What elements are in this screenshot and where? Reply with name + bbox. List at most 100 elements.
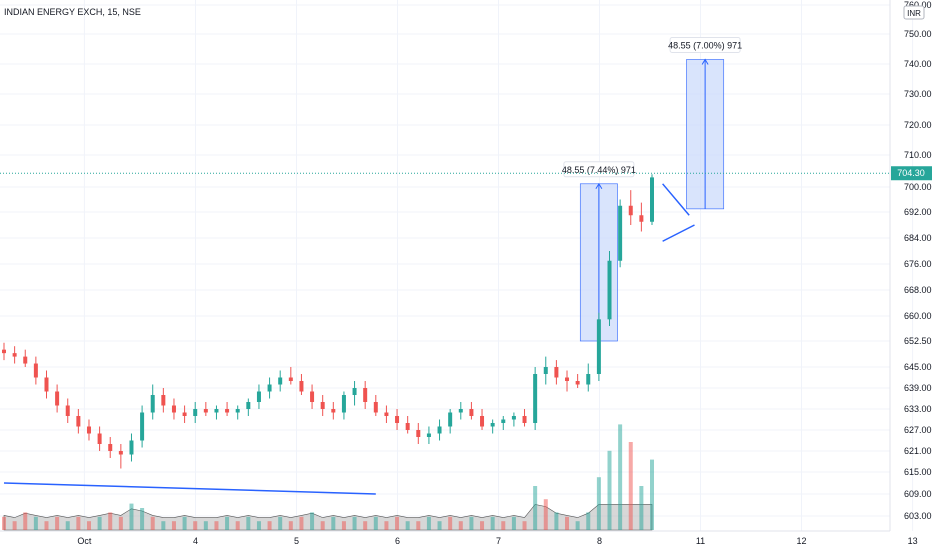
- volume-bar: [44, 521, 49, 530]
- candle-body: [118, 451, 123, 455]
- volume-bar: [256, 521, 261, 530]
- candle-body: [129, 440, 134, 455]
- candle-body: [299, 381, 304, 392]
- volume-bar: [426, 516, 431, 530]
- volume-bar: [182, 516, 187, 530]
- candle-body: [511, 416, 516, 420]
- volume-bar: [129, 503, 134, 530]
- candle-body: [161, 395, 166, 406]
- volume-bar: [363, 521, 368, 530]
- price-tick-label: 645.00: [904, 362, 932, 372]
- candle-body: [458, 409, 463, 413]
- candle-body: [480, 416, 485, 427]
- time-tick-label: 8: [597, 536, 602, 546]
- price-tick-label: 639.00: [904, 383, 932, 393]
- volume-bar: [331, 516, 336, 530]
- candle-body: [193, 409, 198, 416]
- volume-bar: [299, 516, 304, 530]
- time-tick-label: 13: [908, 536, 918, 546]
- candle-body: [596, 319, 601, 374]
- volume-bar: [618, 424, 623, 530]
- candle-body: [33, 363, 38, 378]
- volume-bar: [108, 512, 113, 530]
- measure-label: 48.55 (7.44%) 971: [562, 165, 636, 175]
- candle-body: [235, 409, 240, 413]
- candle-body: [108, 444, 113, 451]
- volume-bar: [203, 521, 208, 530]
- measure-label-box: [669, 37, 741, 53]
- candle-body: [278, 377, 283, 385]
- volume-bar: [278, 516, 283, 530]
- candle-body: [554, 367, 559, 378]
- volume-bar: [554, 512, 559, 530]
- candle-body: [331, 409, 336, 413]
- volume-bar: [214, 521, 219, 530]
- candle-body: [448, 412, 453, 427]
- candle-body: [310, 391, 315, 402]
- time-axis[interactable]: Oct 4 5 6 7 8 11 12 13: [77, 536, 917, 546]
- candle-body: [246, 402, 251, 409]
- candle-body: [650, 177, 654, 222]
- volume-bar: [65, 521, 70, 530]
- price-tick-label: 720.00: [904, 120, 932, 130]
- volume-bar: [310, 512, 315, 530]
- time-tick-label: 4: [193, 536, 198, 546]
- volume-bar: [97, 516, 102, 530]
- candle-body: [565, 377, 570, 381]
- volume-bar: [384, 521, 389, 530]
- candle-body: [405, 423, 410, 430]
- volume-bar: [533, 486, 538, 530]
- price-tick-label: 676.00: [904, 259, 932, 269]
- candle-body: [352, 388, 357, 395]
- volume-bar: [288, 521, 293, 530]
- candle-body: [44, 377, 49, 392]
- trend-layer[interactable]: [3, 183, 695, 495]
- volume-bar: [501, 521, 506, 530]
- candle-body: [575, 381, 580, 385]
- time-tick-label: 7: [496, 536, 501, 546]
- volume-bar: [437, 521, 442, 530]
- volume-bar: [140, 508, 145, 530]
- volume-bar: [511, 516, 516, 530]
- price-tick-label: 609.00: [904, 489, 932, 499]
- candle-body: [618, 205, 623, 261]
- volume-bar: [607, 450, 612, 530]
- price-tick-label: 684.00: [904, 233, 932, 243]
- volume-bar: [225, 516, 230, 530]
- candle-body: [628, 205, 633, 216]
- volume-bar: [171, 521, 176, 530]
- volume-bar: [76, 516, 81, 530]
- candle-body: [182, 412, 187, 416]
- candle-body: [97, 433, 102, 444]
- candle-body: [607, 260, 612, 320]
- volume-bar: [86, 521, 91, 530]
- currency-label: INR: [907, 9, 921, 18]
- candle-body: [395, 416, 400, 423]
- price-axis[interactable]: 603.00 609.00 615.00 621.00 627.00 633.00 639.…: [904, 0, 932, 521]
- time-tick-label: 5: [294, 536, 299, 546]
- candle-body: [426, 433, 431, 437]
- volume-bar: [2, 516, 6, 530]
- candle-body: [65, 405, 70, 416]
- volume-bar: [405, 521, 410, 530]
- candle-body: [140, 412, 145, 441]
- candle-body: [55, 391, 60, 406]
- volume-bar: [650, 459, 654, 530]
- last-price-badge: [891, 166, 932, 181]
- price-tick-label: 627.00: [904, 425, 932, 435]
- volume-bar: [373, 516, 378, 530]
- last-price-layer: 704.30: [0, 166, 932, 181]
- volume-bar: [596, 477, 601, 530]
- trendline: [662, 183, 690, 216]
- currency-button[interactable]: INR: [903, 5, 925, 20]
- volume-bar: [639, 486, 644, 530]
- candle-body: [639, 215, 644, 222]
- candle-body: [320, 402, 325, 409]
- volume-bar: [628, 442, 633, 530]
- volume-bar: [395, 516, 400, 530]
- volume-bar: [480, 521, 485, 530]
- candle-body: [490, 423, 495, 427]
- time-tick-label: Oct: [77, 536, 92, 546]
- candle-body: [437, 426, 442, 434]
